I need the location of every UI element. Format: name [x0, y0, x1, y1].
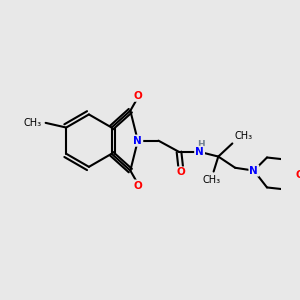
Text: CH₃: CH₃	[203, 175, 221, 185]
Text: O: O	[134, 181, 142, 190]
Text: N: N	[134, 136, 142, 146]
Text: O: O	[296, 170, 300, 180]
Text: N: N	[250, 166, 258, 176]
Text: O: O	[176, 167, 185, 178]
Text: O: O	[134, 91, 142, 101]
Text: H: H	[197, 140, 204, 149]
Text: N: N	[195, 147, 204, 157]
Text: CH₃: CH₃	[234, 130, 252, 141]
Text: CH₃: CH₃	[24, 118, 42, 128]
